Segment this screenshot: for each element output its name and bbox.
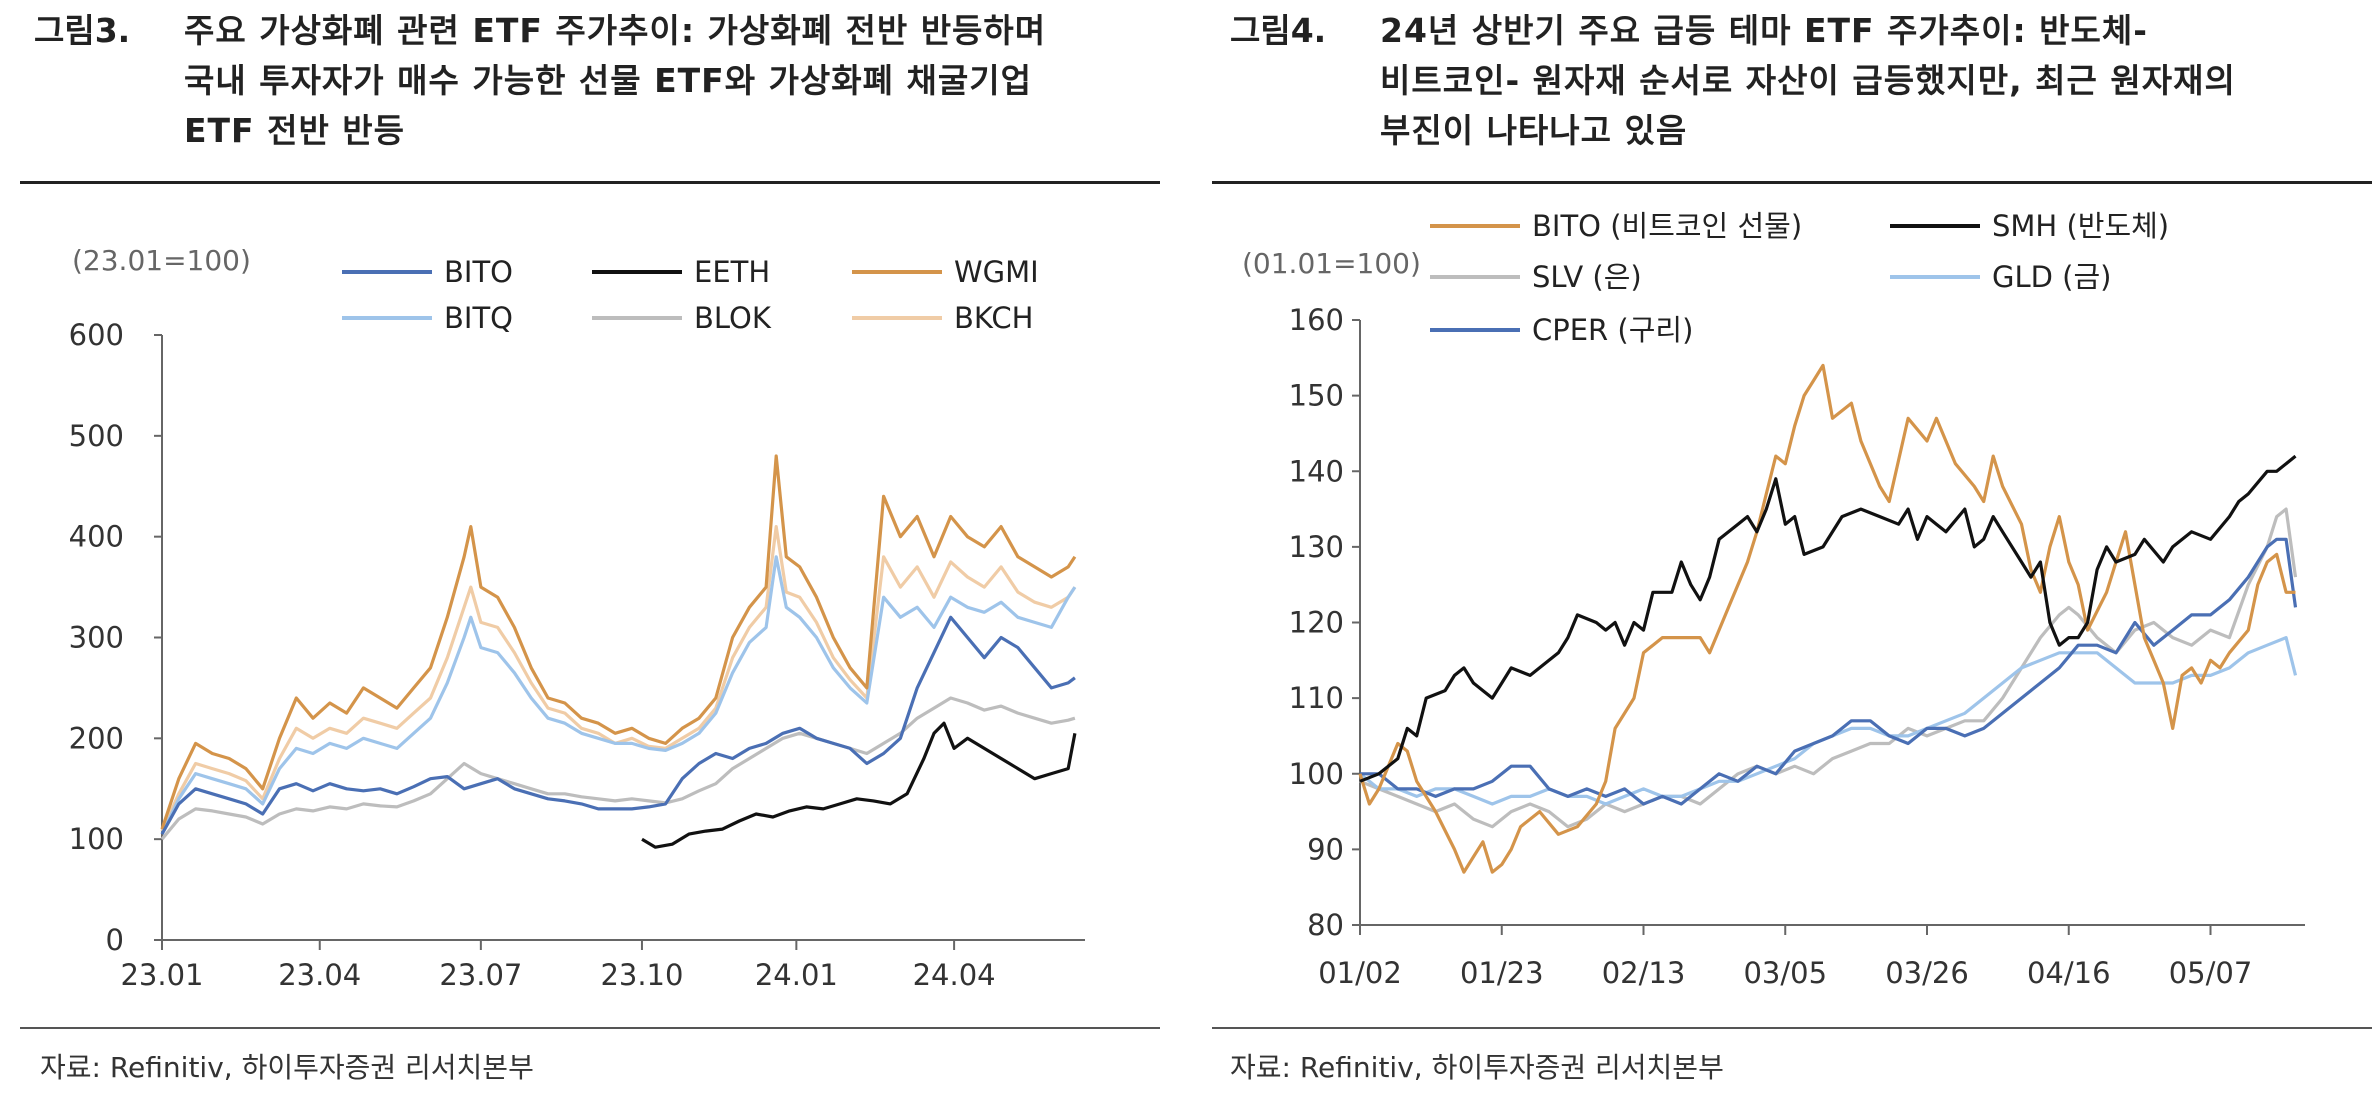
series-line-wgmi: [160, 454, 1077, 830]
figure-4-top-rule: [1212, 181, 2372, 184]
legend-label: GLD (금): [1992, 260, 2112, 294]
figure-3-title-lines: 주요 가상화폐 관련 ETF 주가추이: 가상화폐 전반 반등하며 국내 투자자…: [184, 6, 1046, 156]
figure-3-panel: 그림3. 주요 가상화폐 관련 ETF 주가추이: 가상화폐 전반 반등하며 국…: [0, 0, 1160, 1094]
figure-4-number: 그림4.: [1230, 11, 1327, 50]
figure-3-top-rule: [20, 181, 1160, 184]
x-tick-label: 01/02: [1318, 956, 1402, 990]
figure-3-title-line: 국내 투자자가 매수 가능한 선물 ETF와 가상화폐 채굴기업: [184, 61, 1032, 100]
y-tick-label: 100: [69, 822, 124, 856]
figure-3-title-line: 주요 가상화폐 관련 ETF 주가추이: 가상화폐 전반 반등하며: [184, 11, 1047, 50]
y-tick-label: 400: [69, 520, 124, 554]
y-tick-label: 120: [1289, 606, 1344, 640]
figure-3-number: 그림3.: [34, 11, 131, 50]
series-line-slv: [1359, 507, 2298, 829]
x-tick-label: 23.10: [600, 958, 683, 992]
x-tick-label: 05/07: [2169, 956, 2253, 990]
x-tick-label: 02/13: [1602, 956, 1686, 990]
y-tick-label: 160: [1289, 303, 1344, 337]
y-tick-label: 500: [69, 419, 124, 453]
legend-label: BLOK: [694, 301, 772, 335]
x-tick-label: 01/23: [1460, 956, 1544, 990]
legend-label: EETH: [694, 255, 770, 289]
legend-label: BITQ: [444, 301, 513, 335]
chart-4-theme-etf: (01.01=100) 80 90 100 110 120 130 140 150 160 01/0…: [1242, 209, 2305, 990]
y-tick-label: 600: [69, 318, 124, 352]
y-tick-label: 140: [1289, 454, 1344, 488]
figure-4-title-line: 비트코인- 원자재 순서로 자산이 급등했지만, 최근 원자재의: [1380, 61, 2236, 100]
y-tick-label: 150: [1289, 379, 1344, 413]
y-tick-label: 90: [1307, 832, 1344, 866]
x-tick-label: 03/05: [1743, 956, 1827, 990]
series-line-bitq: [160, 555, 1077, 835]
y-tick-label: 130: [1289, 530, 1344, 564]
figure-3-bottom-rule: [20, 1027, 1160, 1029]
series-line-bkch: [160, 525, 1077, 832]
legend-label: SLV (은): [1532, 260, 1642, 294]
legend-label: WGMI: [954, 255, 1039, 289]
x-tick-label: 23.01: [120, 958, 203, 992]
series-line-bito: [160, 615, 1076, 835]
unit-label: (01.01=100): [1242, 247, 1421, 280]
figure-3-title-line: ETF 전반 반등: [184, 111, 406, 150]
legend-label: BITO: [444, 255, 513, 289]
figure-3-source: 자료: Refinitiv, 하이투자증권 리서치본부: [40, 1051, 534, 1084]
y-tick-label: 80: [1307, 908, 1344, 942]
figure-4-panel: 그림4. 24년 상반기 주요 급등 테마 ETF 주가추이: 반도체- 비트코…: [1200, 0, 2374, 1094]
unit-label: (23.01=100): [72, 244, 251, 277]
series-line-cper: [1360, 537, 2298, 806]
figure-4-title-lines: 24년 상반기 주요 급등 테마 ETF 주가추이: 반도체- 비트코인- 원자…: [1380, 6, 2236, 156]
legend-label: CPER (구리): [1532, 313, 1693, 347]
series-line-smh: [1359, 454, 2297, 783]
y-tick-label: 100: [1289, 757, 1344, 791]
figure-4-title-line: 24년 상반기 주요 급등 테마 ETF 주가추이: 반도체-: [1380, 11, 2148, 50]
figure-4-title-line: 부진이 나타나고 있음: [1380, 111, 1688, 150]
figure-4-source: 자료: Refinitiv, 하이투자증권 리서치본부: [1230, 1051, 1724, 1084]
legend-label: SMH (반도체): [1992, 209, 2169, 243]
x-tick-label: 23.04: [278, 958, 361, 992]
series-line-eeth: [641, 721, 1077, 849]
x-tick-label: 03/26: [1885, 956, 1969, 990]
x-tick-label: 24.01: [755, 958, 838, 992]
y-tick-label: 300: [69, 621, 124, 655]
figure-4-bottom-rule: [1212, 1027, 2372, 1029]
series-line-bito: [1358, 363, 2296, 874]
y-tick-label: 110: [1289, 681, 1344, 715]
y-tick-label: 200: [69, 721, 124, 755]
x-tick-label: 24.04: [913, 958, 996, 992]
chart-3-bitcoin-etf: (23.01=100) 0 100 200 300 400 500 600 23.01 23.04…: [69, 244, 1085, 992]
x-tick-label: 04/16: [2027, 956, 2111, 990]
series-line-blok: [160, 696, 1076, 841]
legend-label: BITO (비트코인 선물): [1532, 209, 1802, 243]
legend-label: BKCH: [954, 301, 1033, 335]
x-tick-label: 23.07: [439, 958, 522, 992]
y-tick-label: 0: [106, 923, 124, 957]
